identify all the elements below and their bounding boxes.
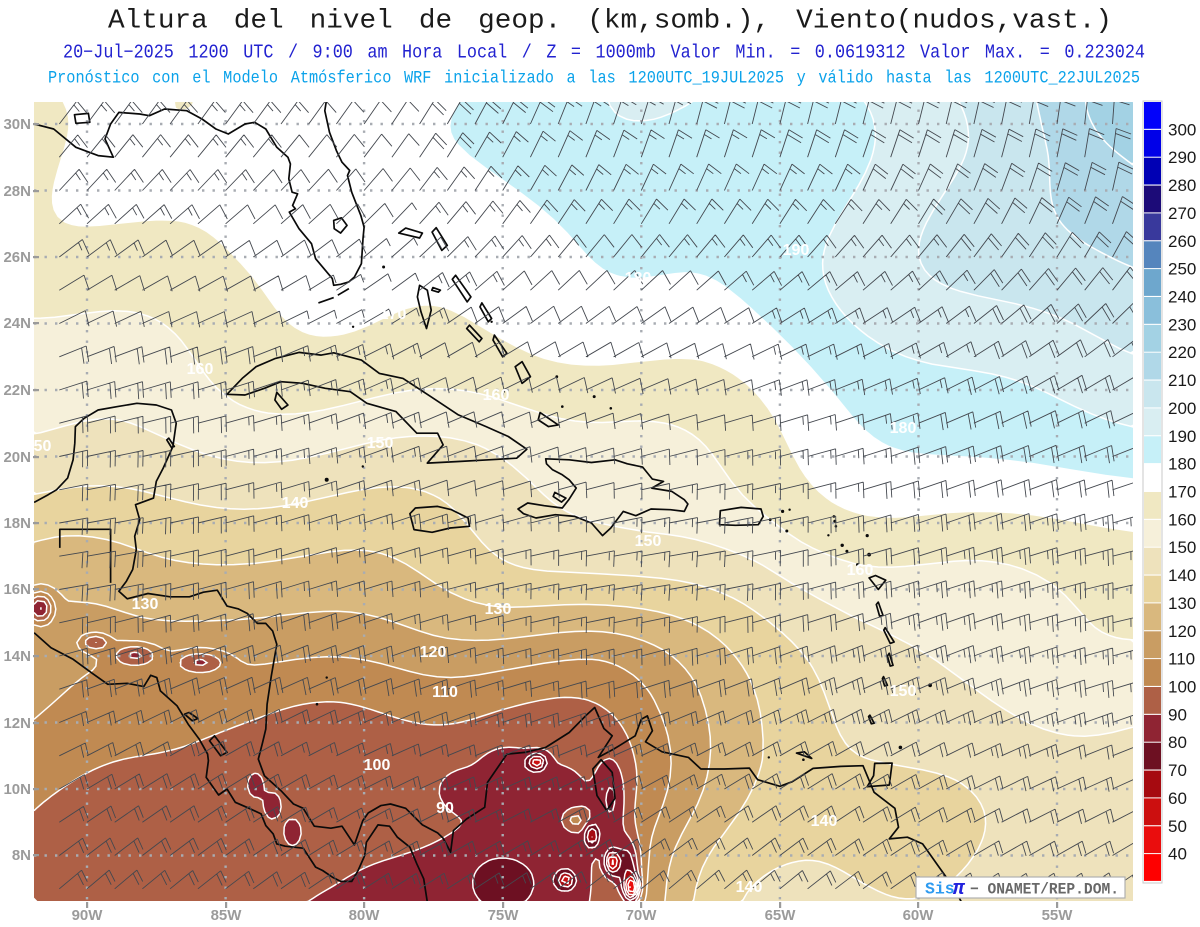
svg-text:40: 40 bbox=[1168, 845, 1187, 864]
svg-text:220: 220 bbox=[1168, 343, 1196, 362]
svg-text:190: 190 bbox=[1168, 427, 1196, 446]
svg-text:20−Jul−2025 1200 UTC / 9:00 a: 20−Jul−2025 1200 UTC / 9:00 am Hora Loca… bbox=[63, 42, 1145, 64]
svg-text:8N: 8N bbox=[12, 847, 31, 864]
svg-text:270: 270 bbox=[1168, 204, 1196, 223]
svg-text:85W: 85W bbox=[211, 907, 243, 924]
svg-text:160: 160 bbox=[847, 562, 874, 579]
svg-text:Altura del nivel de geop. (km,: Altura del nivel de geop. (km,somb.), Vi… bbox=[108, 6, 1112, 36]
svg-text:20N: 20N bbox=[3, 449, 31, 466]
svg-text:160: 160 bbox=[483, 387, 510, 404]
svg-text:150: 150 bbox=[1168, 538, 1196, 557]
svg-text:10N: 10N bbox=[3, 781, 31, 798]
svg-text:26N: 26N bbox=[3, 249, 31, 266]
svg-text:260: 260 bbox=[1168, 232, 1196, 251]
svg-text:170: 170 bbox=[1168, 483, 1196, 502]
svg-text:90: 90 bbox=[436, 800, 454, 817]
svg-text:14N: 14N bbox=[3, 648, 31, 665]
svg-text:22N: 22N bbox=[3, 382, 31, 399]
svg-text:150: 150 bbox=[367, 435, 394, 452]
svg-text:130: 130 bbox=[1168, 594, 1196, 613]
svg-text:140: 140 bbox=[282, 495, 309, 512]
svg-text:160: 160 bbox=[1168, 510, 1196, 529]
svg-text:Pronóstico con el Modelo Atmós: Pronóstico con el Modelo Atmósferico WRF… bbox=[48, 69, 1140, 89]
svg-text:60: 60 bbox=[1168, 789, 1187, 808]
svg-text:120: 120 bbox=[420, 644, 447, 661]
svg-text:100: 100 bbox=[1168, 678, 1196, 697]
svg-text:18N: 18N bbox=[3, 515, 31, 532]
svg-text:− ONAMET/REP.DOM.: − ONAMET/REP.DOM. bbox=[970, 881, 1119, 899]
svg-text:140: 140 bbox=[811, 813, 838, 830]
svg-text:24N: 24N bbox=[3, 315, 31, 332]
svg-text:130: 130 bbox=[485, 601, 512, 618]
svg-text:65W: 65W bbox=[765, 907, 797, 924]
svg-text:110: 110 bbox=[432, 684, 458, 701]
svg-text:28N: 28N bbox=[3, 183, 31, 200]
svg-text:300: 300 bbox=[1168, 120, 1196, 139]
svg-text:170: 170 bbox=[380, 306, 407, 323]
svg-text:12N: 12N bbox=[3, 715, 31, 732]
svg-text:90W: 90W bbox=[72, 907, 104, 924]
svg-text:140: 140 bbox=[1168, 566, 1196, 585]
svg-text:150: 150 bbox=[890, 683, 917, 700]
svg-text:60W: 60W bbox=[903, 907, 935, 924]
svg-text:190: 190 bbox=[783, 242, 810, 259]
svg-text:16N: 16N bbox=[3, 581, 31, 598]
svg-text:180: 180 bbox=[1168, 455, 1196, 474]
svg-text:75W: 75W bbox=[488, 907, 520, 924]
svg-text:100: 100 bbox=[364, 757, 391, 774]
svg-text:90: 90 bbox=[1168, 705, 1187, 724]
svg-text:160: 160 bbox=[187, 361, 214, 378]
svg-text:80: 80 bbox=[1168, 733, 1187, 752]
svg-text:140: 140 bbox=[736, 879, 763, 896]
svg-text:250: 250 bbox=[1168, 260, 1196, 279]
svg-text:180: 180 bbox=[890, 420, 917, 437]
svg-text:180: 180 bbox=[625, 270, 652, 287]
svg-text:π: π bbox=[953, 878, 966, 901]
svg-text:50: 50 bbox=[1168, 817, 1187, 836]
svg-text:230: 230 bbox=[1168, 315, 1196, 334]
svg-text:30N: 30N bbox=[3, 116, 31, 133]
svg-text:200: 200 bbox=[1168, 399, 1196, 418]
svg-text:240: 240 bbox=[1168, 288, 1196, 307]
svg-text:150: 150 bbox=[25, 438, 52, 455]
svg-text:110: 110 bbox=[1168, 650, 1195, 669]
svg-text:Sis: Sis bbox=[925, 880, 955, 899]
svg-text:130: 130 bbox=[132, 596, 159, 613]
svg-text:210: 210 bbox=[1168, 371, 1196, 390]
svg-text:70: 70 bbox=[1168, 761, 1187, 780]
svg-text:55W: 55W bbox=[1042, 907, 1074, 924]
svg-text:80W: 80W bbox=[349, 907, 381, 924]
svg-text:70W: 70W bbox=[626, 907, 658, 924]
svg-text:290: 290 bbox=[1168, 148, 1196, 167]
svg-text:150: 150 bbox=[635, 533, 662, 550]
svg-text:120: 120 bbox=[1168, 622, 1196, 641]
svg-text:280: 280 bbox=[1168, 176, 1196, 195]
